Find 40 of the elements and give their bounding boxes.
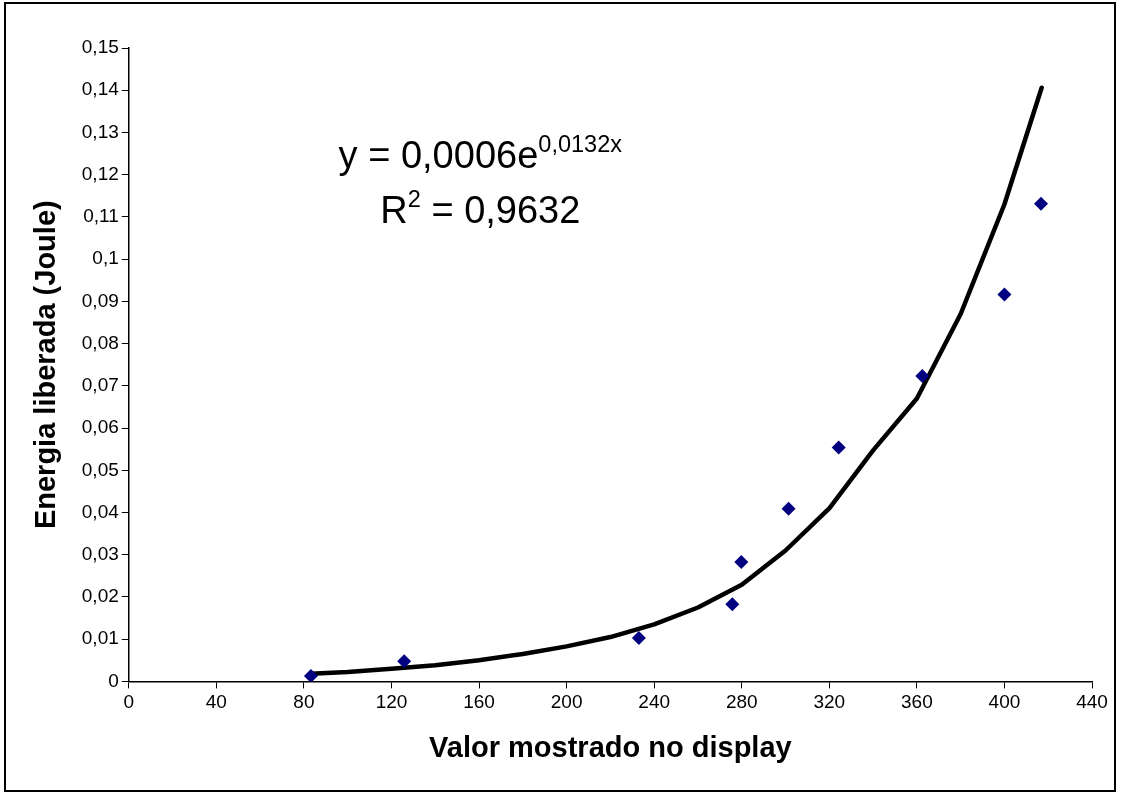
point: [734, 554, 749, 569]
y-tick-label: 0,08: [81, 331, 119, 353]
point: [831, 440, 846, 455]
y-tick-label: 0,1: [92, 247, 119, 269]
x-tick-label: 200: [550, 691, 583, 713]
y-tick-label: 0: [108, 669, 119, 691]
y-tick-label: 0,12: [81, 162, 119, 184]
point: [915, 369, 930, 384]
x-tick-label: 0: [123, 691, 135, 713]
y-tick-label: 0,13: [81, 120, 119, 142]
point: [397, 654, 412, 669]
y-tick-label: 0,06: [81, 416, 119, 438]
x-tick-label: 360: [901, 691, 933, 713]
y-tick-label: 0,01: [81, 627, 119, 649]
point: [725, 597, 740, 612]
point: [781, 501, 796, 516]
x-tick-label: 240: [638, 691, 671, 713]
x-tick-label: 160: [463, 691, 495, 713]
y-tick-label: 0,14: [81, 78, 120, 100]
x-tick-label: 440: [1076, 691, 1108, 713]
y-tick-label: 0,03: [81, 542, 119, 564]
x-tick-label: 400: [988, 691, 1021, 713]
y-tick-label: 0,05: [81, 458, 119, 480]
x-tick-label: 40: [205, 691, 227, 713]
y-tick-label: 0,04: [81, 500, 120, 522]
y-axis-title: Energia liberada (Joule): [29, 200, 62, 530]
x-axis-title: Valor mostrado no display: [429, 730, 792, 763]
y-tick-label: 0,15: [81, 36, 119, 58]
y-tick-label: 0,07: [81, 374, 119, 396]
point: [1033, 196, 1048, 211]
point: [631, 630, 646, 645]
point: [997, 287, 1012, 302]
x-tick-label: 280: [725, 691, 758, 713]
y-tick-label: 0,02: [81, 585, 119, 607]
y-tick-label: 0,09: [81, 289, 119, 311]
y-tick-label: 0,11: [83, 205, 119, 227]
x-tick-label: 80: [293, 691, 315, 713]
x-tick-label: 320: [813, 691, 846, 713]
x-tick-label: 120: [375, 691, 408, 713]
point: [303, 668, 318, 682]
